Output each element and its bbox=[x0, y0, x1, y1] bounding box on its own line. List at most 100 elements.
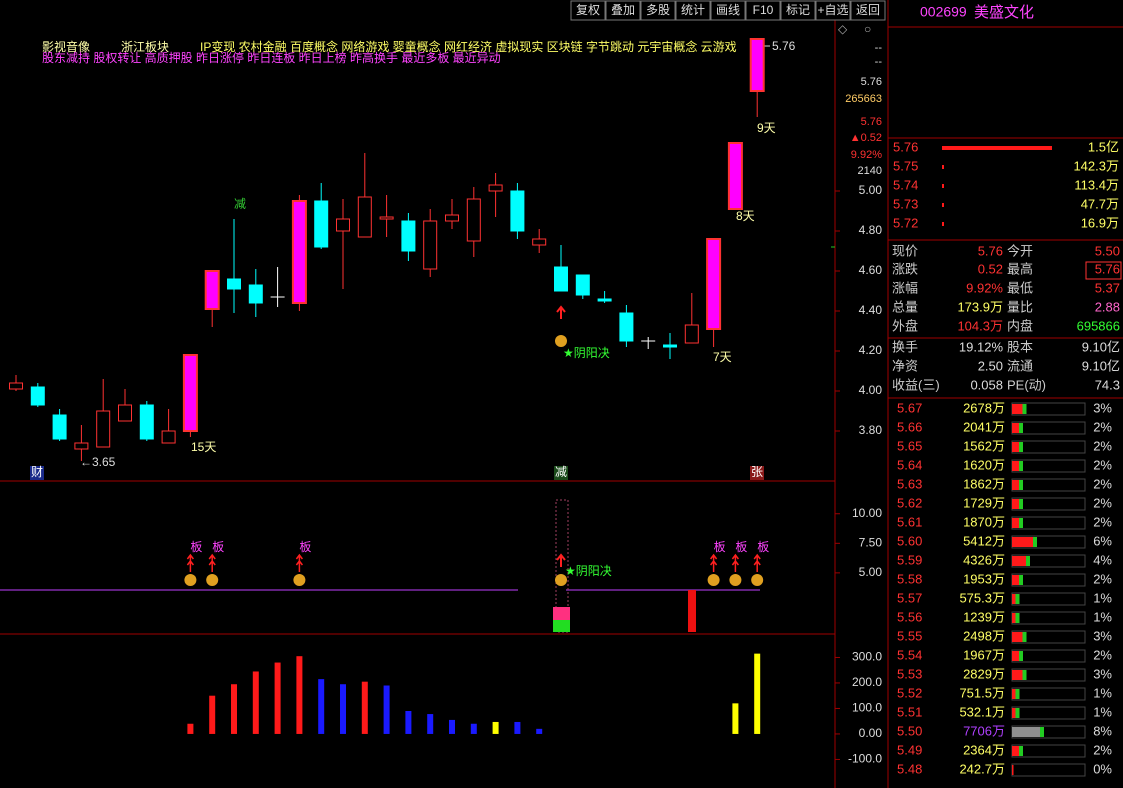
toolbar-button-frame bbox=[570, 0, 606, 21]
quote-label: 今开 bbox=[1007, 243, 1033, 258]
quote-value: 9.10亿 bbox=[1082, 339, 1120, 354]
volume: 2678万 bbox=[963, 400, 1005, 415]
toolbar-button[interactable]: 标记 bbox=[786, 3, 810, 17]
money-bag bbox=[184, 574, 197, 586]
icon[interactable]: ◇ bbox=[838, 22, 848, 36]
volume: 7706万 bbox=[963, 723, 1005, 738]
volume-bar-tip bbox=[1022, 670, 1027, 680]
tag: 影视音像 bbox=[42, 39, 90, 54]
right-panel: 5.76 1.5亿 5.75 142.3万 5.74 113.4万 5.73 47.7万 5.7… bbox=[892, 139, 1122, 777]
marker-box bbox=[554, 466, 568, 480]
quote-value: 2.88 bbox=[1095, 299, 1120, 314]
candle-body bbox=[161, 430, 176, 444]
macd-bar bbox=[361, 681, 368, 734]
board-arrows bbox=[710, 553, 718, 572]
price: 5.52 bbox=[897, 685, 922, 700]
volume-bar bbox=[1012, 404, 1023, 414]
volume-bar-tip bbox=[1015, 613, 1020, 623]
volume: 1562万 bbox=[963, 438, 1005, 453]
tag: IP变现 农村金融 百度概念 网络游戏 婴童概念 网红经济 虚拟现实 区块链 字… bbox=[200, 39, 737, 54]
quote-value: 19.12% bbox=[959, 339, 1004, 354]
ask-volume: 16.9万 bbox=[1081, 215, 1119, 230]
toolbar-button[interactable]: +自选 bbox=[817, 3, 848, 17]
candle-body bbox=[749, 38, 765, 92]
toolbar-button[interactable]: F10 bbox=[753, 3, 774, 17]
price: 5.59 bbox=[897, 552, 922, 567]
toolbar-button[interactable]: 复权 bbox=[576, 3, 600, 17]
candle-body bbox=[9, 382, 23, 390]
candle-body bbox=[663, 344, 677, 348]
candle-body bbox=[575, 274, 590, 296]
money-bag bbox=[707, 574, 720, 586]
icon[interactable]: ○ bbox=[864, 22, 871, 36]
toolbar-button[interactable]: 画线 bbox=[716, 3, 740, 17]
ask-price: 5.76 bbox=[893, 139, 918, 154]
streak-label: 8天 bbox=[736, 209, 755, 223]
y-tick-label: 0.00 bbox=[859, 726, 883, 740]
price: 5.48 bbox=[897, 761, 922, 776]
quote-value: 173.9万 bbox=[957, 299, 1003, 314]
board-label: 板 bbox=[190, 540, 202, 554]
volume-bar bbox=[1012, 480, 1019, 490]
volume-bar-tip bbox=[1019, 423, 1023, 433]
ask-volume: 1.5亿 bbox=[1088, 139, 1119, 154]
candle-body bbox=[532, 238, 547, 246]
share: 2% bbox=[1093, 742, 1112, 757]
price: 5.63 bbox=[897, 476, 922, 491]
ask-price: 5.74 bbox=[893, 177, 918, 192]
share: 2% bbox=[1093, 457, 1112, 472]
volume-bar-tip bbox=[1019, 461, 1023, 471]
streak-label: 15天 bbox=[191, 440, 216, 454]
share: 4% bbox=[1093, 552, 1112, 567]
toolbar-button-frame bbox=[640, 0, 676, 21]
candle-body bbox=[619, 312, 634, 342]
share: 0% bbox=[1093, 761, 1112, 776]
quote-label: 涨跌 bbox=[892, 261, 918, 276]
y-tick-label: 300.0 bbox=[852, 650, 882, 664]
volume-bar-tip bbox=[1015, 689, 1020, 699]
share: 1% bbox=[1093, 609, 1112, 624]
signal-bar bbox=[688, 590, 696, 632]
y-tick-label: 3.80 bbox=[859, 423, 883, 437]
toolbar-button[interactable]: 返回 bbox=[856, 3, 880, 17]
share: 3% bbox=[1093, 400, 1112, 415]
price: 5.55 bbox=[897, 628, 922, 643]
candle-body bbox=[336, 218, 350, 232]
low-label: ←3.65 bbox=[80, 455, 116, 469]
side-label: -- bbox=[875, 42, 883, 54]
volume: 1967万 bbox=[963, 647, 1005, 662]
toolbar-button[interactable]: 多股 bbox=[646, 3, 670, 17]
macd-bar bbox=[427, 714, 434, 734]
ask-price: 5.73 bbox=[893, 196, 918, 211]
quote-value: 104.3万 bbox=[957, 318, 1003, 333]
tag: 浙江板块 bbox=[121, 40, 169, 54]
marker: 减 bbox=[555, 465, 567, 479]
toolbar-button-frame bbox=[745, 0, 781, 21]
toolbar-button[interactable]: 叠加 bbox=[611, 3, 635, 17]
candle-body bbox=[96, 410, 111, 448]
money-bag bbox=[555, 335, 567, 347]
board-arrows bbox=[186, 553, 194, 572]
quote-label: 外盘 bbox=[892, 318, 918, 333]
volume-bar-tip bbox=[1026, 556, 1030, 566]
volume-bar-tip bbox=[1019, 480, 1023, 490]
price: 5.60 bbox=[897, 533, 922, 548]
volume-bar-tip bbox=[1022, 632, 1027, 642]
volume-bar bbox=[1012, 632, 1023, 642]
macd-bar bbox=[187, 723, 194, 734]
candle-body bbox=[182, 354, 198, 432]
toolbar-button[interactable]: 统计 bbox=[681, 3, 705, 17]
highlight-box bbox=[1085, 261, 1122, 280]
stock-code: 002699 bbox=[920, 4, 967, 20]
quote-label: 换手 bbox=[892, 339, 918, 354]
volume-bar bbox=[1012, 708, 1016, 718]
volume: 1239万 bbox=[963, 609, 1005, 624]
board-label: 板 bbox=[299, 540, 311, 554]
y-tick-label: 5.00 bbox=[859, 183, 883, 197]
share: 1% bbox=[1093, 590, 1112, 605]
volume-bar-tip bbox=[1019, 442, 1023, 452]
price: 5.56 bbox=[897, 609, 922, 624]
volume-bar bbox=[1012, 670, 1023, 680]
